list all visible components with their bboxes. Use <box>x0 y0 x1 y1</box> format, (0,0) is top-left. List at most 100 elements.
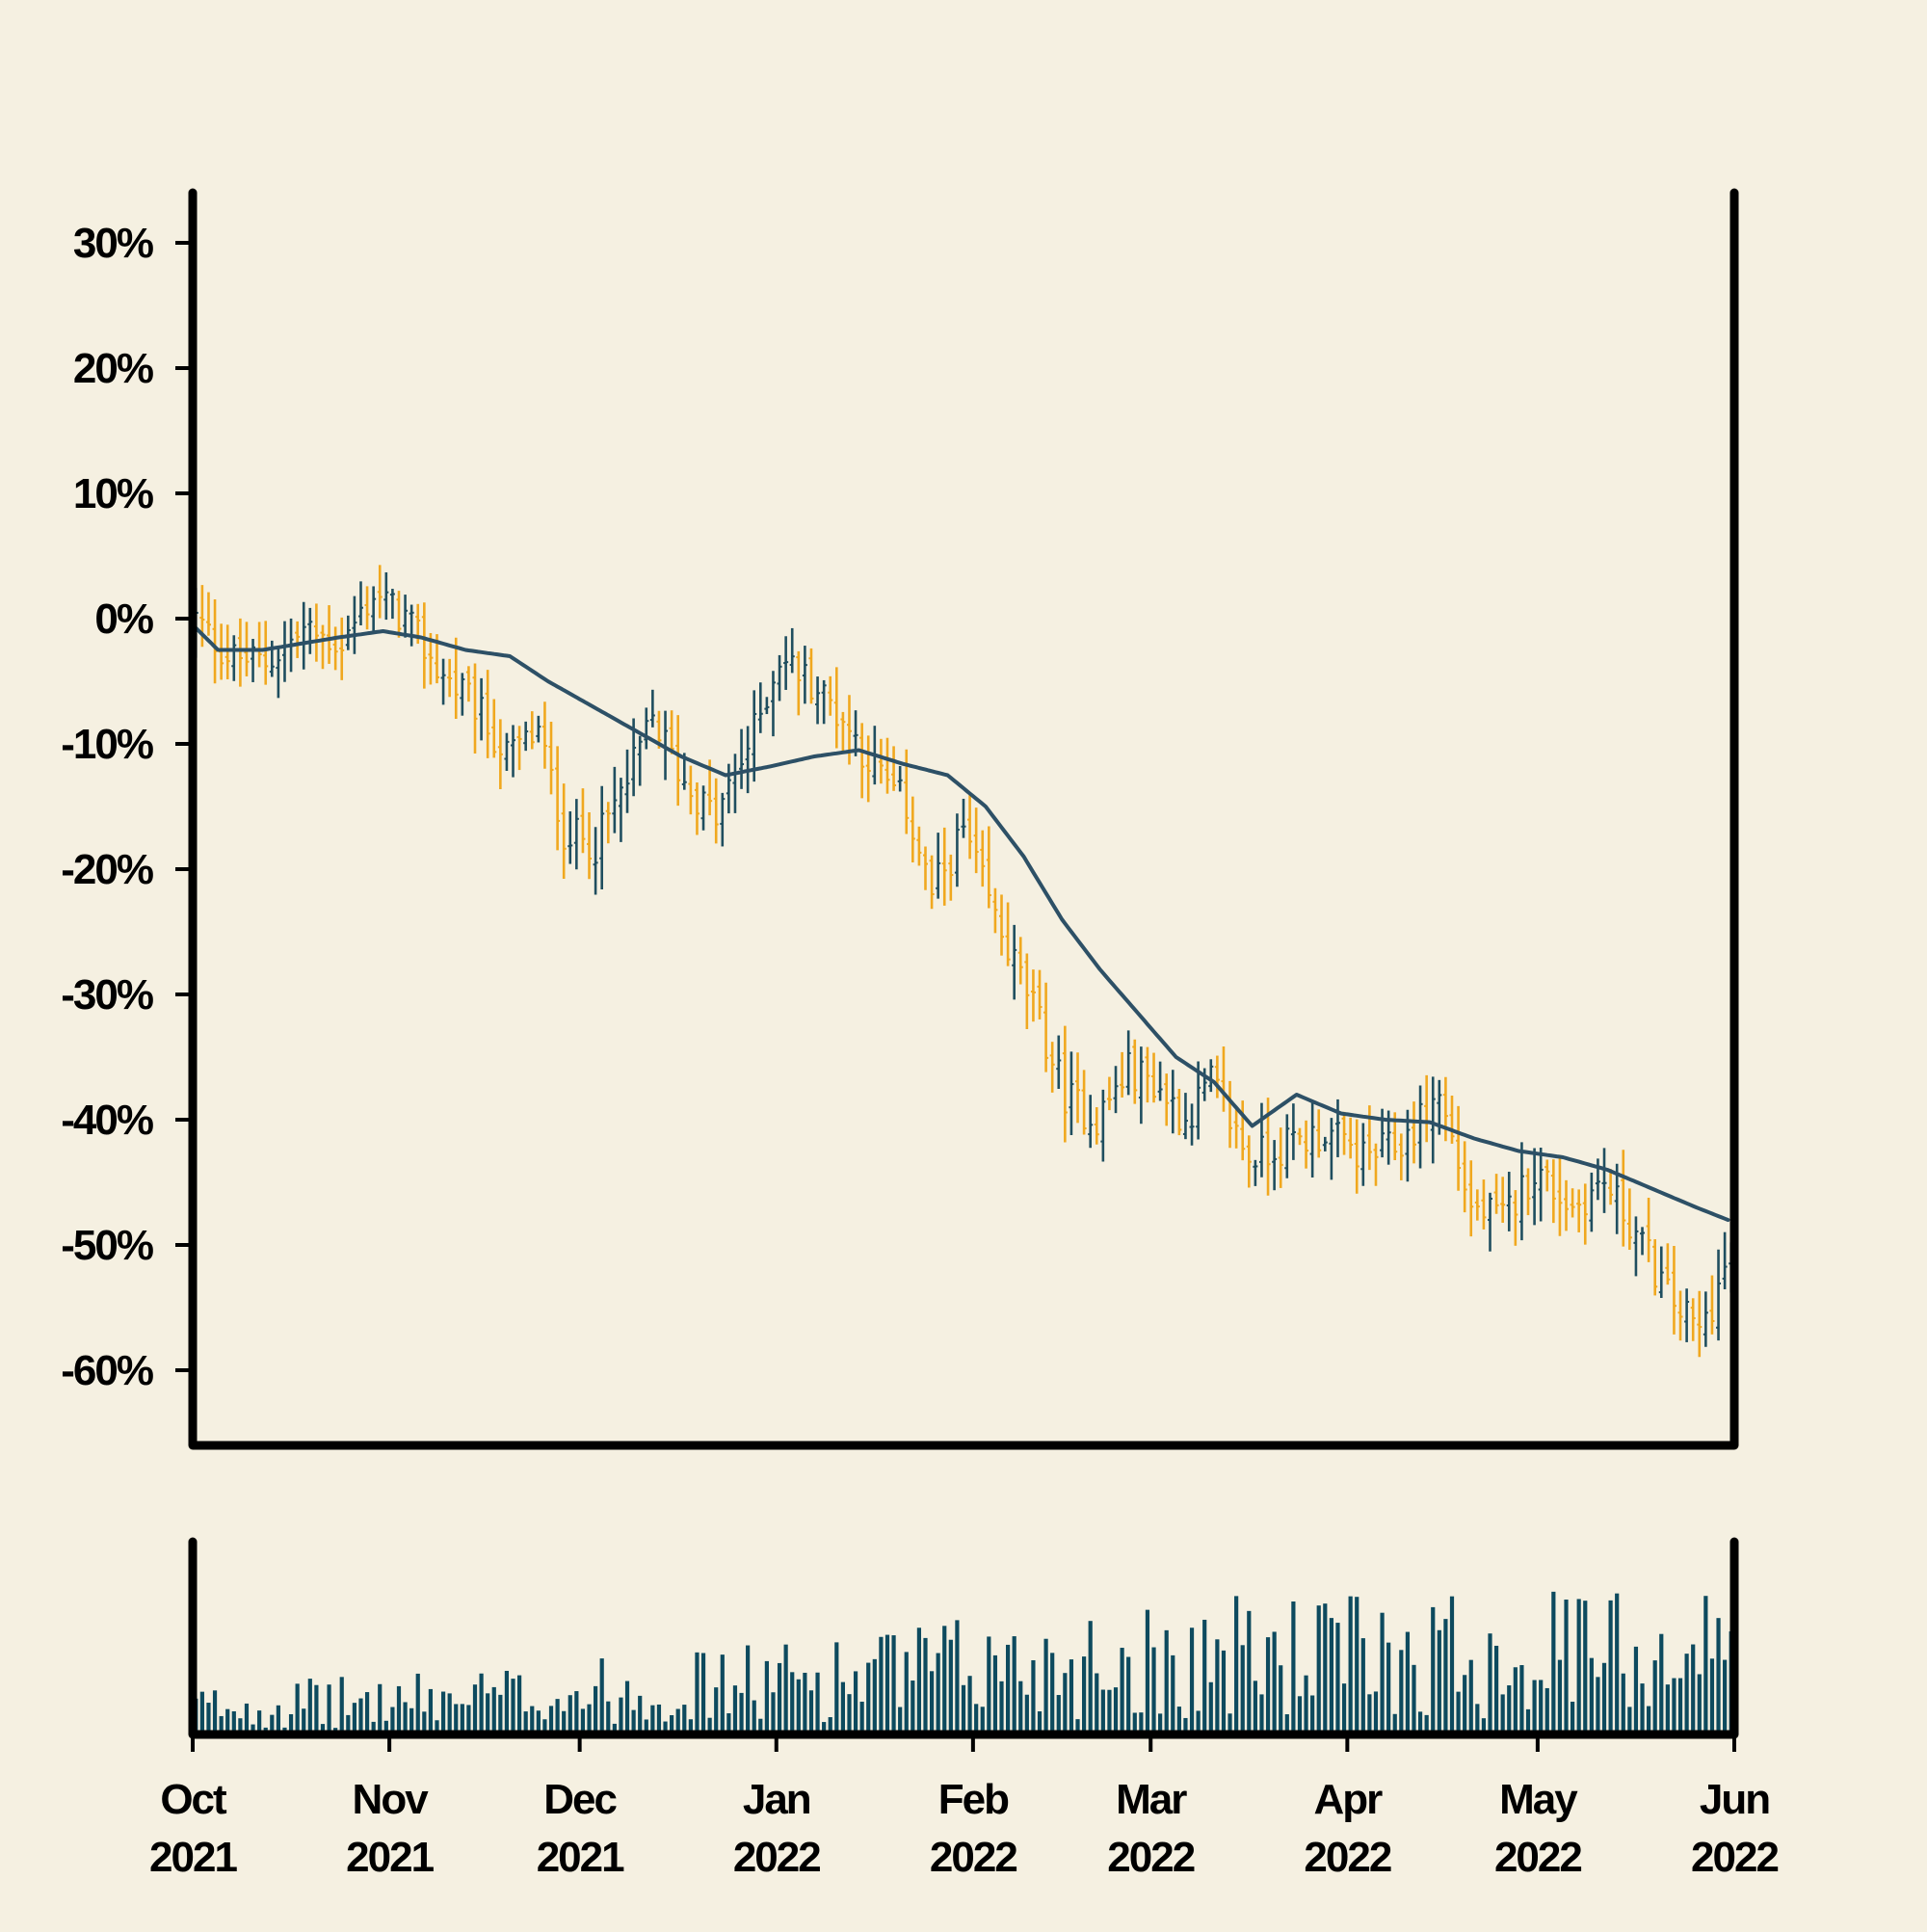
volume-bar <box>828 1717 832 1734</box>
volume-bar <box>1608 1600 1613 1734</box>
volume-bar <box>257 1710 262 1734</box>
volume-bar <box>238 1718 243 1734</box>
volume-bar <box>1335 1623 1340 1734</box>
volume-bar <box>1126 1656 1131 1734</box>
volume-bar <box>853 1671 858 1734</box>
volume-bar <box>295 1683 300 1734</box>
volume-bar <box>670 1715 674 1734</box>
moving-average-layer <box>191 622 1730 1222</box>
y-tick-label: 20% <box>73 345 153 392</box>
price-panel-frame <box>188 188 1739 1450</box>
volume-bar <box>866 1662 871 1734</box>
volume-bar <box>739 1692 744 1734</box>
volume-bar <box>840 1681 845 1734</box>
volume-bar <box>1386 1642 1391 1734</box>
volume-bar <box>1082 1656 1087 1734</box>
volume-bar <box>1691 1644 1696 1734</box>
axes <box>188 188 1739 1739</box>
volume-panel-frame <box>188 1537 1739 1739</box>
volume-bar <box>1431 1606 1436 1734</box>
volume-bar <box>1005 1644 1011 1734</box>
volume-bar <box>1640 1683 1645 1734</box>
volume-bar <box>390 1707 395 1734</box>
volume-bar <box>916 1628 922 1734</box>
volume-bar <box>1113 1687 1119 1734</box>
volume-bar <box>1677 1678 1683 1734</box>
volume-bar <box>1665 1684 1670 1734</box>
x-tick-year: 2022 <box>930 1834 1016 1881</box>
volume-bar <box>1412 1664 1416 1734</box>
volume-bar <box>1697 1674 1702 1734</box>
volume-bar <box>758 1718 763 1734</box>
volume-bar <box>466 1705 471 1734</box>
x-tick-month: Oct <box>160 1776 227 1823</box>
volume-bar <box>599 1658 604 1734</box>
volume-bar <box>1158 1713 1163 1734</box>
volume-bar <box>568 1695 572 1734</box>
volume-bar <box>1323 1603 1328 1734</box>
volume-bar <box>1659 1633 1664 1734</box>
volume-bar <box>486 1693 490 1734</box>
volume-bar <box>548 1706 554 1734</box>
y-tick-label: -10% <box>61 721 153 768</box>
x-tick-month: Mar <box>1116 1776 1187 1823</box>
volume-bar <box>1075 1719 1080 1734</box>
volume-bar <box>415 1673 420 1734</box>
volume-bar <box>1539 1680 1544 1734</box>
volume-bar <box>555 1699 560 1734</box>
volume-bar <box>1583 1601 1588 1734</box>
volume-bar <box>378 1683 383 1734</box>
volume-bar <box>1709 1658 1715 1734</box>
volume-bar <box>1196 1710 1201 1734</box>
volume-bar <box>720 1654 725 1734</box>
volume-bar <box>479 1673 484 1734</box>
volume-bar <box>1234 1596 1239 1734</box>
volume-bar <box>884 1634 890 1734</box>
volume-bar <box>638 1695 643 1734</box>
volume-bar <box>212 1690 218 1734</box>
y-tick-label: -60% <box>61 1347 153 1394</box>
volume-bar <box>879 1636 884 1734</box>
volume-bar <box>371 1721 376 1734</box>
volume-bar <box>1355 1597 1359 1734</box>
x-axis-ticks: Oct 2021 Nov 2021 Dec 2021 Jan 2022 Feb 2022 Mar 20… <box>149 1734 1780 1881</box>
volume-bar <box>999 1681 1004 1734</box>
volume-bar <box>327 1684 331 1734</box>
volume-bar <box>460 1704 464 1734</box>
volume-bar <box>320 1724 326 1734</box>
volume-bar <box>644 1719 648 1734</box>
volume-bar <box>403 1702 408 1734</box>
volume-bar <box>530 1706 535 1734</box>
volume-bar <box>1570 1701 1575 1734</box>
volume-bar <box>987 1636 991 1734</box>
volume-bar <box>1088 1621 1093 1734</box>
y-tick-label: -50% <box>61 1222 153 1269</box>
volume-bar <box>511 1679 515 1734</box>
volume-bar <box>700 1653 706 1734</box>
x-tick-year: 2022 <box>733 1834 820 1881</box>
volume-bar <box>276 1705 280 1734</box>
volume-bar <box>1012 1636 1016 1734</box>
moving-average-line <box>191 622 1730 1222</box>
volume-bar <box>1360 1638 1365 1734</box>
volume-bar <box>523 1711 528 1734</box>
volume-bar <box>358 1698 363 1734</box>
volume-bar <box>1069 1659 1074 1734</box>
volume-bar <box>682 1705 687 1734</box>
volume-bar <box>707 1717 712 1734</box>
volume-bar <box>663 1721 668 1734</box>
volume-bar <box>1043 1638 1048 1734</box>
volume-bar <box>822 1722 827 1734</box>
y-tick-label: 30% <box>73 220 153 267</box>
x-tick-year: 2021 <box>537 1834 624 1881</box>
volume-bar <box>1500 1694 1505 1734</box>
volume-bar <box>1310 1695 1315 1734</box>
volume-bar <box>619 1697 623 1734</box>
volume-bar <box>923 1637 928 1734</box>
volume-bar <box>504 1670 510 1734</box>
volume-bar <box>1589 1657 1594 1734</box>
volume-bar <box>1551 1591 1556 1734</box>
volume-bar <box>1024 1694 1029 1734</box>
